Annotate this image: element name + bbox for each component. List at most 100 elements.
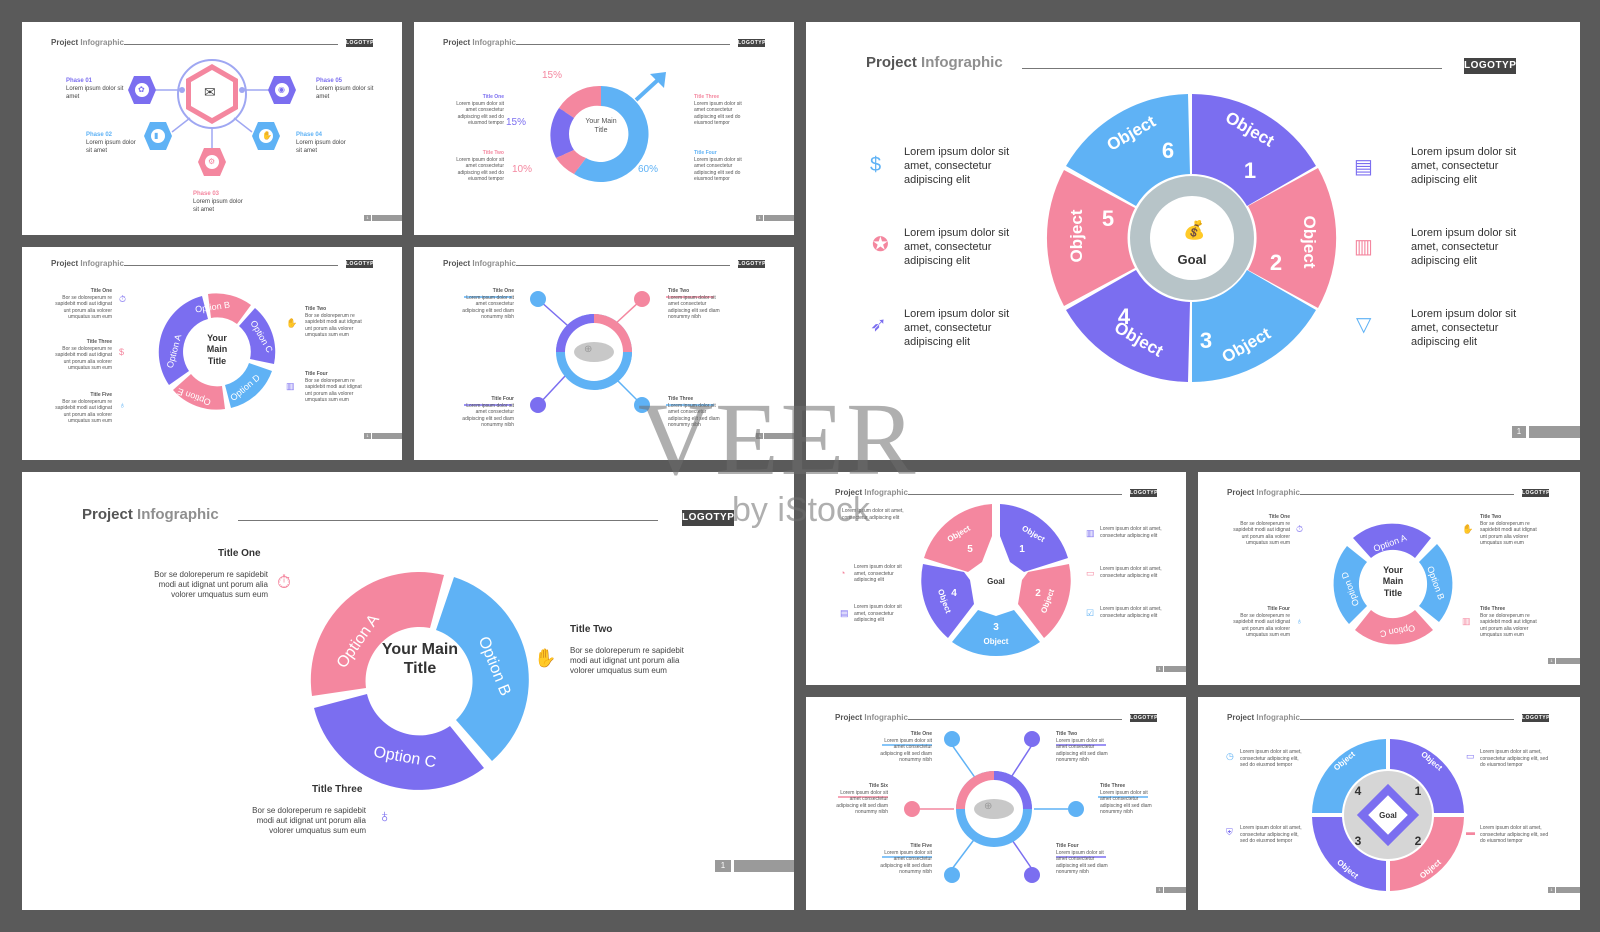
right-item-3: Lorem ipsum dolor sit amet, consectetur … (1100, 606, 1162, 619)
item-title-one: Title One Bor se doloreperum re sapidebit… (55, 288, 112, 320)
mail-box-icon: ✉ (204, 84, 216, 100)
item-title-one: Title One Bor se doloreperum re sapidebit… (1233, 514, 1290, 546)
cycle-center-title: Your Main Title (381, 641, 459, 678)
slide-header: Project Infographic (1227, 488, 1300, 497)
item-title-four: Title Four Bor se doloreperum re sapidebi… (1233, 606, 1290, 638)
page-number: 1 (1512, 426, 1526, 438)
shield-icon: ⛨ (1226, 827, 1233, 837)
item-title-one: Title One (218, 548, 261, 559)
percent-right: 60% (638, 164, 659, 175)
percent-left: 15% (506, 117, 527, 128)
phase-2: Phase 02 Lorem ipsum dolor sit amet (86, 132, 136, 154)
slide-three-options: Project Infographic LOGOTYPE Option A Op… (22, 472, 794, 910)
segment-3-number: 3 (1200, 328, 1212, 353)
world-hub-diagram (464, 291, 714, 413)
phase-3: Phase 03 Lorem ipsum dolor sit amet (193, 191, 243, 213)
gear-icon: ⚙ (208, 157, 216, 166)
item-text-one: Bor se doloreperum re sapidebit modi aut… (154, 570, 268, 599)
logotype-badge: LOGOTYPE (1522, 714, 1554, 722)
left-item-2: Lorem ipsum dolor sit amet, consectetur … (904, 227, 1010, 267)
page-number: 1 (1548, 658, 1555, 664)
segment-4-number: 4 (951, 588, 957, 599)
option-b-label: Option B (195, 300, 231, 315)
slide-header: Project Infographic (82, 506, 219, 523)
phase-5: Phase 05 Lorem ipsum dolor sit amet (316, 78, 374, 100)
six-node-hub-diagram (838, 731, 1148, 883)
document-icon: ▤ (840, 608, 849, 618)
left-item-top: Lorem ipsum dolor sit amet, consectetur … (1240, 749, 1302, 768)
brain-icon: ✿ (138, 85, 145, 94)
phases-diagram (128, 59, 296, 176)
item-title-two: Title Two Lorem ipsum dolor sit amet cons… (668, 288, 720, 320)
clock-24-icon: ◷ (1226, 751, 1234, 761)
slide-six-node-hub: Project Infographic LOGOTYPE ⊕ Title One… (806, 697, 1186, 910)
header-rule (516, 44, 730, 45)
wallet-icon: ▭ (1086, 568, 1095, 578)
slide-header: Project Infographic (51, 38, 124, 47)
stopwatch-icon: ⏱ (119, 294, 127, 304)
logotype-badge: LOGOTYPE (1464, 58, 1523, 74)
left-item-bottom: Lorem ipsum dolor sit amet, consectetur … (1240, 825, 1302, 844)
logotype-badge: LOGOTYPE (1522, 489, 1554, 497)
left-item-3: Lorem ipsum dolor sit amet, consectetur … (904, 308, 1010, 348)
card-icon: ▬ (1466, 827, 1475, 837)
quadrant-center-goal: Goal (1379, 811, 1397, 820)
slide-header: Project Infographic (835, 488, 908, 497)
right-item-1: Lorem ipsum dolor sit amet, consectetur … (1100, 526, 1162, 539)
segment-2-number: 2 (1270, 250, 1282, 275)
three-option-cycle: Option A Option B Option C (310, 572, 529, 790)
page-number: 1 (364, 215, 371, 221)
funnel-icon: ▽ (1356, 314, 1372, 336)
right-item-1: Lorem ipsum dolor sit amet, consectetur … (1411, 146, 1517, 186)
header-rule (1300, 719, 1514, 720)
percent-top: 15% (542, 70, 563, 81)
header-rule (1022, 68, 1442, 69)
slide-world-hub: Project Infographic LOGOTYPE ⊕ Title One… (414, 247, 794, 460)
header-rule (908, 494, 1122, 495)
page-bar (734, 860, 794, 872)
segment-3-number: 3 (1355, 834, 1362, 848)
segment-2-number: 2 (1415, 834, 1422, 848)
item-title-five: Title Five Lorem ipsum dolor sit amet con… (880, 843, 932, 875)
segment-3-number: 3 (993, 622, 999, 633)
slide-donut-arrow: Project Infographic LOGOTYPE Your Main T… (414, 22, 794, 235)
item-title-two: Title Two Bor se doloreperum re sapidebit… (1480, 514, 1537, 546)
stopwatch-icon: ⏱ (1296, 524, 1304, 534)
left-item-1: Lorem ipsum dolor sit amet, consectetur … (842, 508, 904, 521)
page-number: 1 (1156, 666, 1163, 672)
item-title-six: Title Six Lorem ipsum dolor sit amet cons… (836, 783, 888, 815)
left-item-1: Lorem ipsum dolor sit amet, consectetur … (904, 146, 1010, 186)
cycle-center-title: Your Main Title (1382, 565, 1404, 598)
bulb-icon: ♁ (1296, 616, 1303, 626)
donut-chart (550, 72, 666, 182)
page-number: 1 (715, 860, 731, 872)
item-title-two: Title Two Bor se doloreperum re sapidebit… (305, 306, 362, 338)
donut-center-title: Your Main Title (585, 118, 617, 134)
header-rule (908, 719, 1122, 720)
page-number: 1 (756, 215, 763, 221)
item-title-three: Title Three Lorem ipsum dolor sit amet co… (1100, 783, 1152, 815)
segment-4-number: 4 (1118, 304, 1131, 329)
logotype-badge: LOGOTYPE (1130, 489, 1162, 497)
segment-2-label: Object (1300, 216, 1319, 269)
bar-chart-icon: ▥ (1354, 236, 1373, 258)
header-rule (516, 265, 730, 266)
item-title-two: Title Two (570, 624, 613, 635)
slide-five-options: Project Infographic LOGOTYPE Option B Op… (22, 247, 402, 460)
segment-5-label: Object (1067, 209, 1086, 262)
segment-1-number: 1 (1244, 158, 1256, 183)
page-number: 1 (1548, 887, 1555, 893)
logotype-badge: LOGOTYPE (738, 39, 770, 47)
slide-goal-wheel-six: Project Infographic LOGOTYPE Object 1 Ob… (806, 22, 1580, 460)
item-title-one: Title One Lorem ipsum dolor sit amet cons… (462, 288, 514, 320)
logotype-badge: LOGOTYPE (682, 510, 741, 526)
slide-four-options: Project Infographic LOGOTYPE Option A Op… (1198, 472, 1580, 685)
handshake-icon: ✋ (1462, 524, 1474, 534)
watermark-veer: VEER (638, 382, 918, 497)
segment-3-label: Object (984, 637, 1009, 646)
bar-chart-icon: ▥ (286, 381, 295, 391)
segment-6-number: 6 (1162, 138, 1174, 163)
item-text-two: Bor se doloreperum re sapidebit modi aut… (570, 646, 684, 675)
star-center-goal: Goal (987, 577, 1005, 586)
page-bar (764, 433, 794, 439)
